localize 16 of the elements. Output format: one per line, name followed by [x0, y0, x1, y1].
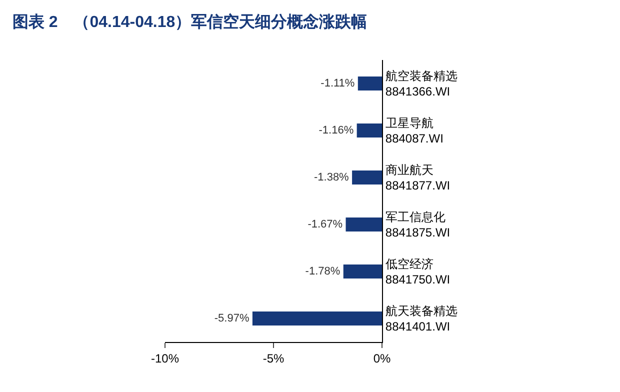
y-tick-label: 商业航天 8841877.WI: [385, 162, 450, 192]
y-tick-label: 低空经济 8841750.WI: [385, 256, 450, 286]
y-tick-label: 航天装备精选 8841401.WI: [385, 304, 458, 334]
y-tick-label: 航空装备精选 8841366.WI: [385, 68, 458, 98]
data-label: -1.16%: [318, 124, 354, 136]
y-tick-label: 卫星导航 884087.WI: [385, 116, 444, 146]
x-tick-label: 0%: [373, 351, 391, 366]
y-tick-label: 军工信息化 8841875.WI: [385, 210, 450, 240]
data-label: -5.97%: [214, 312, 250, 324]
data-label: -1.78%: [305, 266, 340, 278]
x-tick-label: -10%: [150, 351, 180, 366]
data-label: -1.67%: [308, 218, 343, 230]
x-tick-label: -5%: [262, 351, 284, 366]
data-label: -1.38%: [314, 172, 350, 184]
data-label: -1.11%: [320, 78, 355, 90]
chart-title: 图表 2 （04.14-04.18）军信空天细分概念涨跌幅: [12, 12, 368, 31]
